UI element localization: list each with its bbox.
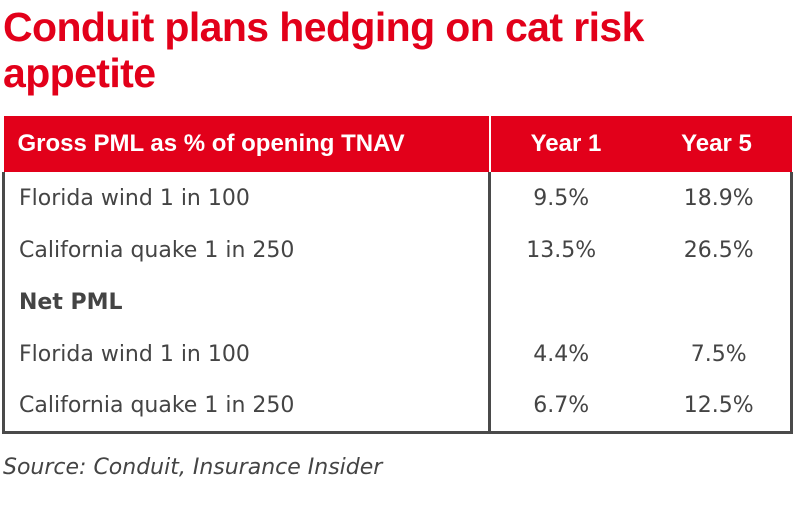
cell-year-5: 26.5% xyxy=(641,224,793,276)
section-label: Net PML xyxy=(2,276,491,328)
source-note: Source: Conduit, Insurance Insider xyxy=(3,455,383,480)
row-label: California quake 1 in 250 xyxy=(2,380,491,434)
table-row: Florida wind 1 in 100 9.5% 18.9% xyxy=(2,172,793,224)
cell-year-5: 18.9% xyxy=(641,172,793,224)
table-row: California quake 1 in 250 6.7% 12.5% xyxy=(2,380,793,434)
pml-table: Gross PML as % of opening TNAV Year 1 Ye… xyxy=(2,116,793,434)
section-row-net-pml: Net PML xyxy=(2,276,793,328)
page-title: Conduit plans hedging on cat risk appeti… xyxy=(3,4,644,96)
row-label: Florida wind 1 in 100 xyxy=(2,172,491,224)
cell-year-5: 12.5% xyxy=(641,380,793,434)
row-label: California quake 1 in 250 xyxy=(2,224,491,276)
pml-table-container: Gross PML as % of opening TNAV Year 1 Ye… xyxy=(2,116,793,436)
cell-year-1: 13.5% xyxy=(526,237,597,263)
table-header-row: Gross PML as % of opening TNAV Year 1 Ye… xyxy=(3,116,792,172)
cell-year-1: 9.5% xyxy=(533,185,590,211)
row-label: Florida wind 1 in 100 xyxy=(2,328,491,380)
column-header-year-1: Year 1 xyxy=(530,130,602,157)
table-row: California quake 1 in 250 13.5% 26.5% xyxy=(2,224,793,276)
cell-year-1: 6.7% xyxy=(489,380,642,434)
column-header-year-5: Year 5 xyxy=(681,130,752,157)
table-row: Florida wind 1 in 100 4.4% 7.5% xyxy=(2,328,793,380)
cell-year-5 xyxy=(641,276,793,328)
cell-year-1: 4.4% xyxy=(533,341,590,367)
cell-year-5: 7.5% xyxy=(641,328,793,380)
column-header-metric: Gross PML as % of opening TNAV xyxy=(3,116,491,172)
cell-year-1 xyxy=(490,276,642,328)
